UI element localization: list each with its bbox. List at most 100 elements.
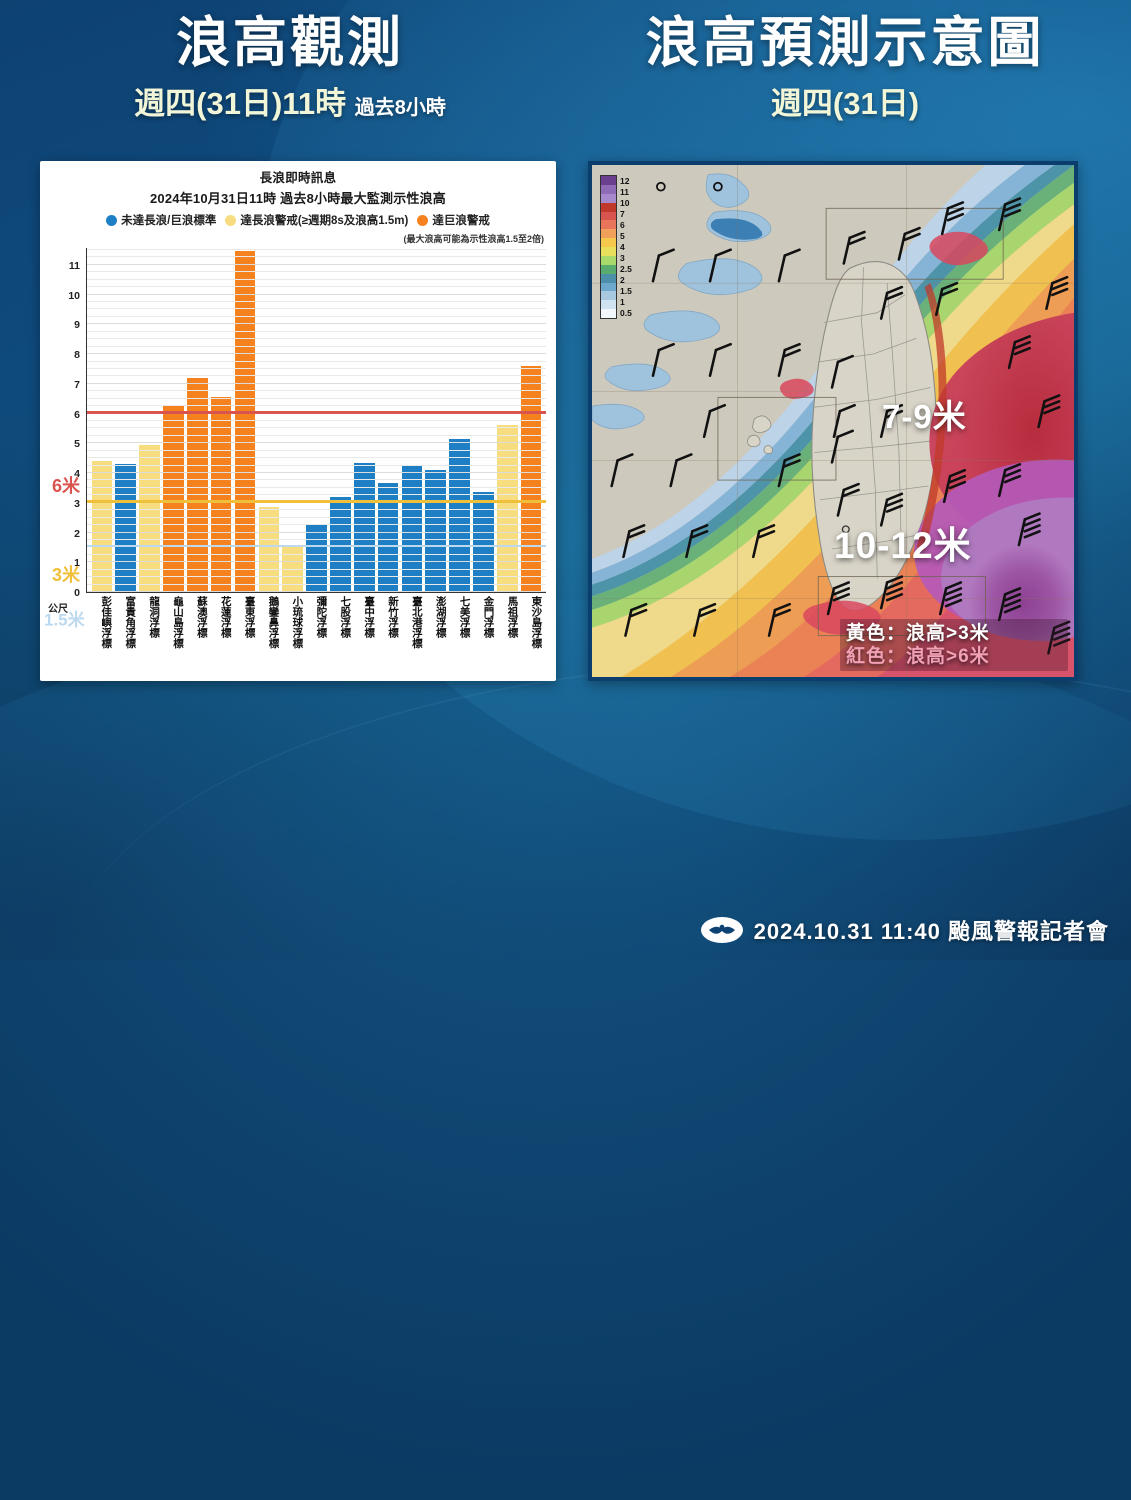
wind-barb-icon-25 xyxy=(997,463,1022,498)
wind-barb-icon-34 xyxy=(1047,620,1071,655)
legend-item-2: 達巨浪警戒 xyxy=(417,212,490,228)
gridline xyxy=(87,553,546,555)
color-scale-value-11: 11 xyxy=(620,187,629,197)
bar-18[interactable] xyxy=(520,365,542,592)
bar-9[interactable] xyxy=(306,523,327,592)
x-label-3: 龜山島浮標 xyxy=(171,596,184,649)
color-scale-swatch-11 xyxy=(601,273,616,283)
threshold-line-3 xyxy=(87,500,546,503)
map-color-scale: 12 11 10 7 6 5 4 3 2.5 2 1.5 1 0.5 xyxy=(600,175,632,319)
gridline xyxy=(87,464,546,466)
bar-15[interactable] xyxy=(449,438,470,592)
color-scale-value-7: 7 xyxy=(620,209,625,219)
bar-12[interactable] xyxy=(377,483,399,592)
bar-11[interactable] xyxy=(353,462,375,592)
right-title: 浪高預測示意圖 xyxy=(645,13,1045,73)
gridline xyxy=(87,420,546,421)
y-tick-1: 1 xyxy=(74,557,80,570)
gridline xyxy=(87,479,546,481)
wind-barb-icon-1 xyxy=(708,248,732,283)
gridline xyxy=(87,345,546,347)
color-scale-value-12: 12 xyxy=(620,176,630,186)
gridline xyxy=(87,353,546,355)
color-scale-value-3: 3 xyxy=(620,253,625,263)
wind-barb-icon-29 xyxy=(997,587,1022,622)
wind-barb-icon-23 xyxy=(879,492,904,527)
bar-2[interactable] xyxy=(139,444,160,592)
gridline xyxy=(87,323,546,325)
x-label-14: 澎湖浮標 xyxy=(434,596,447,638)
cwa-logo-icon xyxy=(700,917,743,943)
bar-17[interactable] xyxy=(496,425,518,592)
y-tick-7: 7 xyxy=(74,378,80,391)
wind-barb-icon-31 xyxy=(1037,394,1061,429)
y-tick-4: 4 xyxy=(74,468,80,481)
x-label-11: 臺中浮標 xyxy=(363,596,376,638)
threshold-label-1.5: 1.5米 xyxy=(44,610,85,630)
color-scale-value-5: 5 xyxy=(620,231,625,241)
gridline xyxy=(87,248,546,250)
x-label-5: 花蓮浮標 xyxy=(219,596,232,638)
color-scale-values: 12 11 10 7 6 5 4 3 2.5 2 1.5 1 0.5 xyxy=(620,175,632,319)
wind-barb-icon-33 xyxy=(1017,512,1041,547)
wind-barb-icon-11 xyxy=(624,602,648,637)
wind-barb-icon-37 xyxy=(777,453,801,488)
x-label-15: 七美浮標 xyxy=(458,596,471,638)
wind-barb-icon-21 xyxy=(935,281,959,316)
y-tick-5: 5 xyxy=(74,438,80,451)
threshold-label-3: 3米 xyxy=(52,564,81,585)
bar-3[interactable] xyxy=(163,404,184,592)
legend-label: 未達長浪/巨浪標準 xyxy=(121,215,217,227)
color-scale-value-6: 6 xyxy=(620,220,625,230)
legend-item-1: 達長浪警戒(≥週期8s及浪高1.5m) xyxy=(225,212,408,228)
gridline xyxy=(87,330,546,332)
color-scale-swatch-15 xyxy=(601,309,616,318)
gridline xyxy=(87,367,546,369)
gridline xyxy=(87,301,546,303)
bar-1[interactable] xyxy=(115,464,137,592)
bar-6[interactable] xyxy=(234,251,256,592)
threshold-line-1.5 xyxy=(87,545,546,548)
gridline xyxy=(87,561,546,563)
color-scale-swatch-10 xyxy=(601,264,616,274)
color-scale-value-2.5: 2.5 xyxy=(620,264,632,274)
color-scale-swatch-1 xyxy=(601,184,616,194)
y-axis-unit-label: 公尺 xyxy=(48,604,68,615)
gridline xyxy=(87,427,546,429)
bar-7[interactable] xyxy=(258,507,280,592)
wind-barb-icon-5 xyxy=(777,342,801,377)
wind-barb-icon-19 xyxy=(997,197,1022,232)
x-label-8: 小琉球浮標 xyxy=(291,596,304,649)
chart-note: (最大浪高可能為示性浪高1.5至2倍) xyxy=(403,234,544,244)
bar-13[interactable] xyxy=(401,465,423,592)
legend-swatch-icon xyxy=(417,214,429,226)
left-subtitle: 週四(31日)11時 過去8小時 xyxy=(10,78,570,123)
wind-barb-icon-26 xyxy=(826,581,851,616)
color-scale-value-1.5: 1.5 xyxy=(620,286,632,296)
wind-barb-icon-16 xyxy=(842,230,866,265)
bar-0[interactable] xyxy=(91,461,113,592)
wind-barb-icon-28 xyxy=(938,581,963,616)
bar-4[interactable] xyxy=(186,377,208,592)
threshold-line-6 xyxy=(87,411,546,414)
bar-10[interactable] xyxy=(330,496,351,592)
wind-barb-icon-38 xyxy=(702,403,727,439)
color-scale-swatch-13 xyxy=(601,291,616,301)
gridline xyxy=(87,360,546,362)
footer: 2024.10.31 11:40 颱風警報記者會 xyxy=(700,914,1109,946)
gridline xyxy=(87,591,546,592)
y-tick-0: 0 xyxy=(74,587,80,599)
gridline xyxy=(87,263,546,265)
color-scale-bar xyxy=(600,175,617,319)
right-panel-header: 浪高預測示意圖 週四(31日) xyxy=(565,14,1125,123)
gridline xyxy=(87,509,546,511)
wind-barb-icon-17 xyxy=(897,226,921,261)
color-scale-swatch-9 xyxy=(601,255,616,265)
color-scale-swatch-5 xyxy=(601,220,616,230)
wind-barb-icon-3 xyxy=(708,342,732,377)
wind-barb-icon-9 xyxy=(685,524,709,559)
wind-barb-icon-22 xyxy=(836,482,860,517)
gridline xyxy=(87,308,546,310)
y-tick-10: 10 xyxy=(68,289,80,302)
gridline xyxy=(87,286,546,288)
